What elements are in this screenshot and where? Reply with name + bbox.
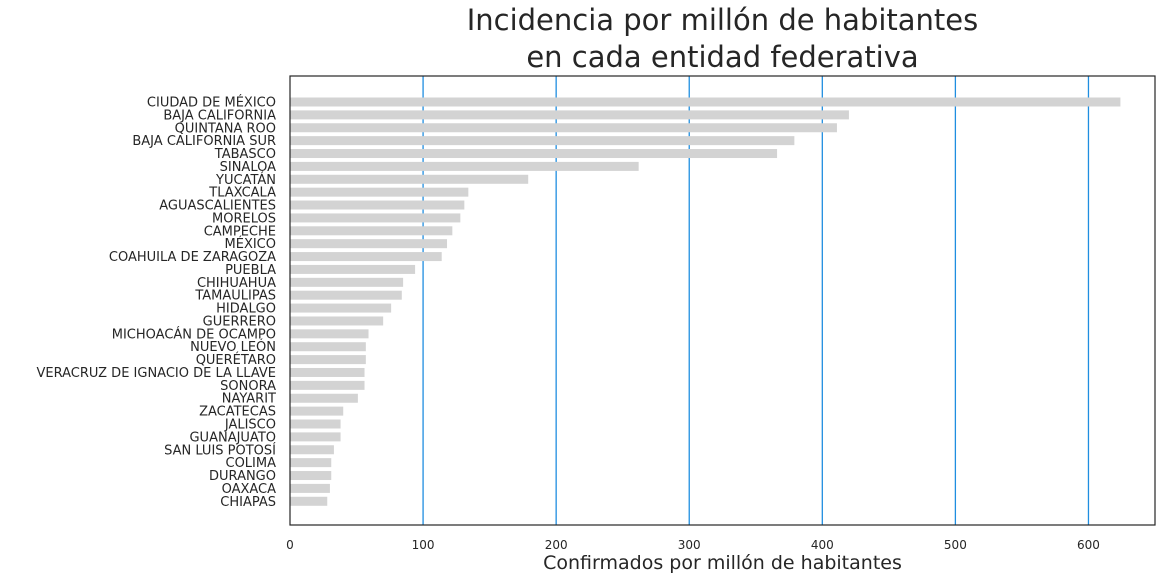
bar bbox=[290, 419, 341, 429]
category-label: GUERRERO bbox=[203, 314, 276, 329]
bar bbox=[290, 264, 416, 274]
category-label: MÉXICO bbox=[225, 236, 276, 252]
bar bbox=[290, 226, 453, 236]
bar bbox=[290, 458, 332, 468]
chart-title-line-1: Incidencia por millón de habitantes bbox=[466, 3, 979, 37]
chart-title-line-2: en cada entidad federativa bbox=[526, 40, 919, 74]
bar bbox=[290, 342, 366, 352]
bar bbox=[290, 213, 461, 223]
bar bbox=[290, 406, 344, 416]
category-label: BAJA CALIFORNIA SUR bbox=[132, 134, 276, 149]
x-tick-label: 100 bbox=[412, 538, 435, 552]
x-tick-label: 300 bbox=[678, 538, 701, 552]
category-label: JALISCO bbox=[224, 418, 276, 433]
category-label: CAMPECHE bbox=[204, 224, 276, 239]
category-label: OAXACA bbox=[222, 482, 277, 497]
x-tick-labels: 0 100 200 300 400 500 600 bbox=[286, 538, 1100, 552]
bar bbox=[290, 200, 465, 210]
category-label: NUEVO LEÓN bbox=[190, 339, 276, 355]
category-label: CHIAPAS bbox=[220, 495, 276, 510]
bar bbox=[290, 149, 778, 159]
category-label: TAMAULIPAS bbox=[194, 289, 276, 304]
bar bbox=[290, 329, 369, 339]
category-label: TLAXCALA bbox=[208, 186, 276, 201]
category-label: TABASCO bbox=[214, 147, 276, 162]
bar bbox=[290, 303, 392, 313]
bar bbox=[290, 97, 1121, 107]
category-label: QUERÉTARO bbox=[196, 352, 276, 368]
bar bbox=[290, 136, 795, 146]
bars bbox=[290, 97, 1121, 506]
bar bbox=[290, 483, 330, 493]
category-label: QUINTANA ROO bbox=[175, 121, 276, 136]
x-tick-label: 200 bbox=[545, 538, 568, 552]
category-label: SAN LUIS POTOSÍ bbox=[164, 442, 276, 458]
bar bbox=[290, 252, 442, 262]
bar bbox=[290, 367, 365, 377]
category-label: PUEBLA bbox=[225, 263, 276, 278]
category-label: CIUDAD DE MÉXICO bbox=[147, 95, 276, 111]
category-label: DURANGO bbox=[209, 469, 276, 484]
category-label: VERACRUZ DE IGNACIO DE LA LLAVE bbox=[36, 366, 276, 381]
plot-frame bbox=[289, 75, 1156, 526]
category-label: AGUASCALIENTES bbox=[159, 199, 276, 214]
bar bbox=[290, 471, 332, 481]
bar bbox=[290, 277, 404, 287]
category-label: BAJA CALIFORNIA bbox=[163, 108, 276, 123]
category-label: GUANAJUATO bbox=[189, 430, 276, 445]
x-tick-label: 0 bbox=[286, 538, 294, 552]
bar bbox=[290, 110, 849, 120]
category-label: HIDALGO bbox=[216, 302, 276, 317]
category-label: COLIMA bbox=[226, 456, 277, 471]
bar bbox=[290, 290, 402, 300]
category-label: YUCATÁN bbox=[215, 172, 276, 188]
bar bbox=[290, 123, 837, 133]
bar bbox=[290, 187, 469, 197]
category-label: ZACATECAS bbox=[199, 405, 276, 420]
bar bbox=[290, 316, 384, 326]
x-tick-label: 400 bbox=[811, 538, 834, 552]
category-label: NAYARIT bbox=[222, 392, 276, 407]
bar bbox=[290, 393, 358, 403]
bar bbox=[290, 380, 365, 390]
bar bbox=[290, 239, 448, 249]
x-axis-label: Confirmados por millón de habitantes bbox=[543, 552, 902, 574]
category-label: MICHOACÁN DE OCAMPO bbox=[112, 326, 276, 342]
x-tick-label: 600 bbox=[1077, 538, 1100, 552]
chart-title: Incidencia por millón de habitantes en c… bbox=[290, 2, 1155, 76]
bar bbox=[290, 174, 529, 184]
category-label: MORELOS bbox=[212, 211, 276, 226]
bar bbox=[290, 355, 366, 365]
category-label: SONORA bbox=[220, 379, 276, 394]
x-tick-label: 500 bbox=[944, 538, 967, 552]
bar bbox=[290, 496, 328, 506]
bar bbox=[290, 432, 341, 442]
bar bbox=[290, 161, 639, 171]
bar bbox=[290, 445, 334, 455]
category-label: COAHUILA DE ZARAGOZA bbox=[109, 250, 276, 265]
category-label: CHIHUAHUA bbox=[197, 276, 276, 291]
category-label: SINALOA bbox=[220, 160, 276, 175]
